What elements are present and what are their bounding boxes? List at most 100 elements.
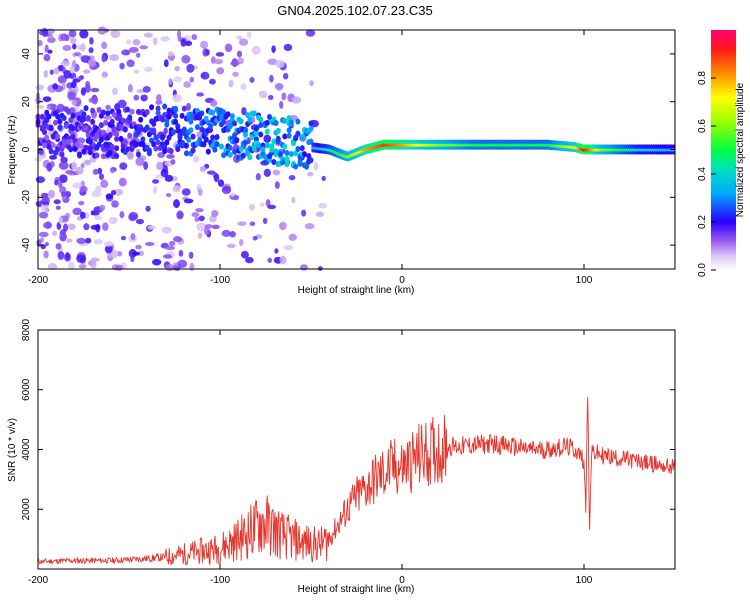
heatmap-cell: [76, 152, 82, 159]
heatmap-cell: [232, 148, 238, 155]
heatmap-cell: [313, 161, 319, 171]
heatmap-cell: [264, 142, 270, 149]
heatmap-cell: [240, 152, 246, 159]
heatmap-cell: [241, 107, 247, 116]
heatmap-cell: [155, 94, 162, 102]
heatmap-cell: [211, 209, 219, 218]
heatmap-cell: [125, 146, 131, 153]
heatmap-cell: [94, 215, 102, 221]
heatmap-cell: [181, 54, 191, 64]
heatmap-cell: [44, 241, 49, 247]
heatmap-cell: [43, 97, 48, 102]
heatmap-cell: [188, 118, 194, 125]
heatmap-cell: [133, 94, 140, 101]
heatmap-cell: [63, 70, 72, 79]
heatmap-cell: [125, 106, 131, 113]
heatmap-cell: [55, 133, 61, 140]
heatmap-cell: [143, 161, 149, 170]
heatmap-cell: [249, 221, 256, 226]
heatmap-cell: [52, 230, 58, 236]
heatmap-cell: [132, 38, 141, 46]
heatmap-cell: [101, 153, 107, 160]
colorbar-ticks: 0.0 0.2 0.4 0.6 0.8: [697, 71, 716, 277]
heatmap-cell: [308, 125, 314, 132]
heatmap-cell: [242, 139, 248, 146]
heatmap-cell: [165, 245, 176, 251]
heatmap-cell: [65, 169, 75, 175]
heatmap-cell: [256, 142, 262, 149]
heatmap-cell: [190, 133, 196, 140]
heatmap-cell: [62, 44, 72, 52]
heatmap-cell: [274, 82, 284, 90]
heatmap-cell: [69, 65, 75, 74]
heatmap-cell: [245, 256, 254, 264]
heatmap-cell: [291, 140, 297, 147]
heatmap-cell: [237, 221, 247, 227]
heatmap-cell: [85, 237, 92, 244]
heatmap-cell: [240, 250, 249, 259]
heatmap-cell: [255, 173, 261, 181]
heatmap-cell: [43, 53, 51, 62]
heatmap-cell: [66, 238, 73, 243]
heatmap-cell: [63, 123, 69, 130]
heatmap-cell: [72, 43, 77, 50]
heatmap-cell: [203, 136, 209, 143]
heatmap-cell: [66, 108, 72, 115]
heatmap-cell: [41, 196, 50, 205]
heatmap-cell: [44, 44, 49, 53]
heatmap-cell: [205, 49, 210, 56]
heatmap-cell: [282, 117, 288, 124]
heatmap-cell: [59, 174, 68, 184]
heatmap-cell: [116, 250, 123, 257]
heatmap-cell: [321, 175, 326, 181]
heatmap-cell: [49, 34, 54, 39]
heatmap-cell: [205, 148, 211, 155]
heatmap-cell: [126, 59, 135, 68]
heatmap-cell: [260, 146, 266, 153]
heatmap-cell: [83, 105, 89, 112]
heatmap-cell: [209, 215, 217, 223]
heatmap-cell: [114, 131, 120, 138]
heatmap-cell: [71, 99, 78, 106]
heatmap-cell: [115, 264, 123, 271]
heatmap-cell: [47, 263, 58, 271]
heatmap-cell: [279, 255, 287, 265]
heatmap-cell: [35, 176, 46, 183]
heatmap-cell: [35, 104, 45, 109]
heatmap-cell: [67, 91, 76, 101]
heatmap-cell: [57, 124, 63, 131]
heatmap-cell: [271, 45, 276, 54]
heatmap-cell: [267, 257, 273, 263]
heatmap-cell: [53, 67, 60, 75]
heatmap-cell: [279, 100, 284, 109]
heatmap-cell: [293, 135, 299, 142]
heatmap-cell: [61, 115, 67, 122]
heatmap-cell: [144, 66, 153, 72]
heatmap-cell: [119, 211, 125, 219]
heatmap-cell: [197, 188, 203, 196]
heatmap-cell: [210, 134, 216, 141]
heatmap-cell: [46, 113, 52, 120]
heatmap-cell: [172, 185, 181, 193]
heatmap-cell: [144, 109, 150, 116]
heatmap-cell: [35, 84, 45, 91]
heatmap-cell: [273, 119, 279, 126]
heatmap-cell: [175, 146, 181, 153]
heatmap-cell: [127, 132, 133, 139]
heatmap-cell: [132, 251, 141, 256]
snr-series-line: [37, 397, 676, 566]
heatmap-cell: [128, 46, 139, 53]
heatmap-cell: [288, 233, 297, 241]
heatmap-cell: [315, 211, 324, 218]
y-tick-label: 2000: [21, 498, 32, 521]
heatmap-cell: [144, 241, 155, 246]
heatmap-cell: [295, 130, 301, 137]
heatmap-cell: [109, 143, 115, 150]
heatmap-cell: [245, 112, 251, 119]
x-tick-label: -200: [28, 575, 48, 586]
heatmap-cell: [109, 168, 115, 174]
heatmap-cell: [36, 239, 42, 247]
heatmap-cell: [191, 212, 200, 218]
heatmap-cell: [304, 223, 315, 230]
heatmap-cell: [200, 73, 206, 79]
